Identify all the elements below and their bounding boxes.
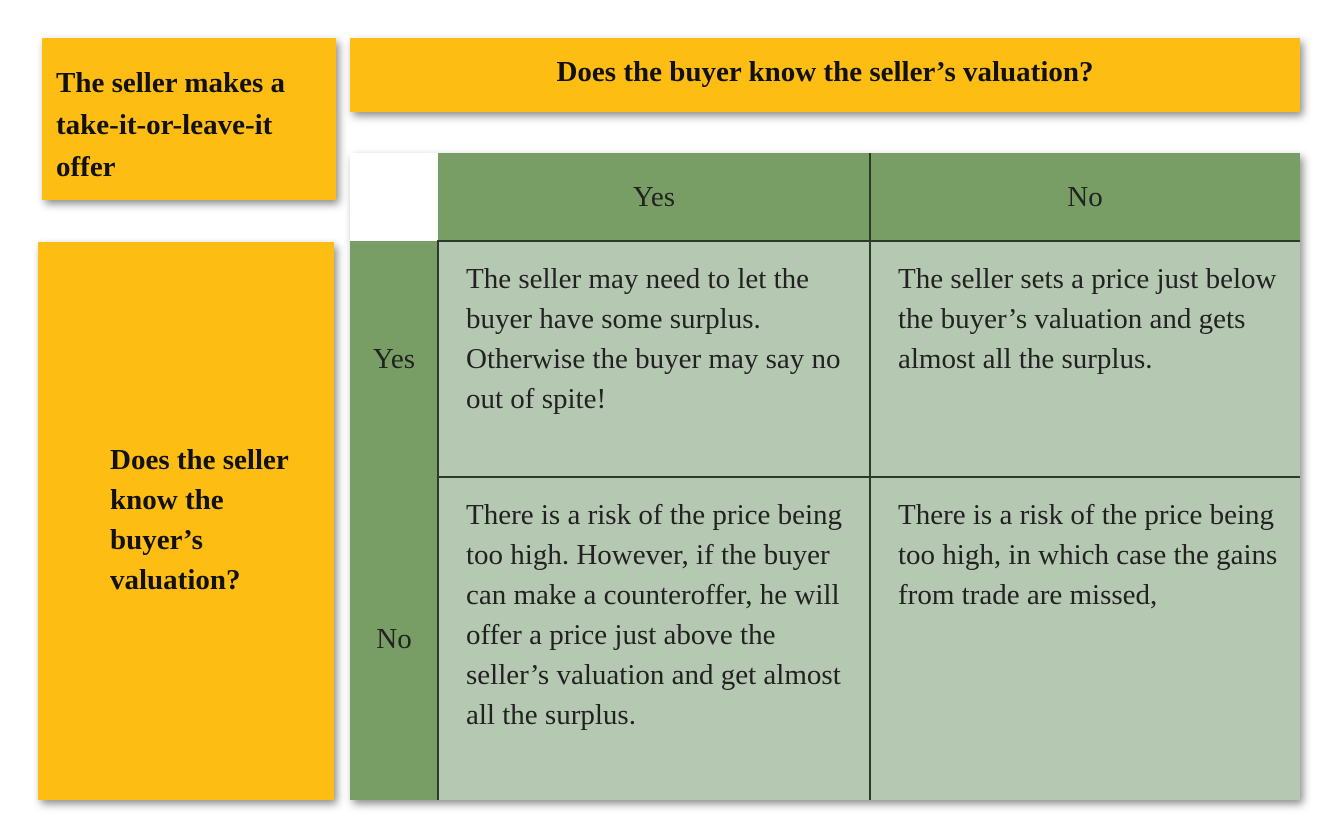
cell-yes-no: The seller sets a price just below the b…: [870, 241, 1300, 477]
grid-corner: [350, 153, 438, 241]
column-label-yes: Yes: [632, 181, 676, 213]
row-header: Does the seller know the buyer’s valuati…: [38, 242, 334, 800]
corner-title: The seller makes a take-it-or-leave-it o…: [42, 38, 336, 200]
cell-no-no: There is a risk of the price being too h…: [870, 477, 1300, 800]
row-labels-band: [350, 241, 438, 800]
cell-no-yes: There is a risk of the price being too h…: [438, 477, 870, 800]
matrix-grid: Yes No Yes No The seller may need to let…: [350, 153, 1300, 800]
column-label-no: No: [1067, 181, 1103, 213]
cell-yes-yes: The seller may need to let the buyer hav…: [438, 241, 870, 477]
column-header: Does the buyer know the seller’s valuati…: [350, 38, 1300, 112]
grid-line-vertical-left: [437, 241, 439, 800]
grid-line-horizontal-middle: [437, 476, 1300, 478]
row-label-no: No: [376, 622, 412, 655]
row-label-yes: Yes: [372, 343, 416, 375]
grid-line-horizontal-top: [437, 240, 1300, 242]
